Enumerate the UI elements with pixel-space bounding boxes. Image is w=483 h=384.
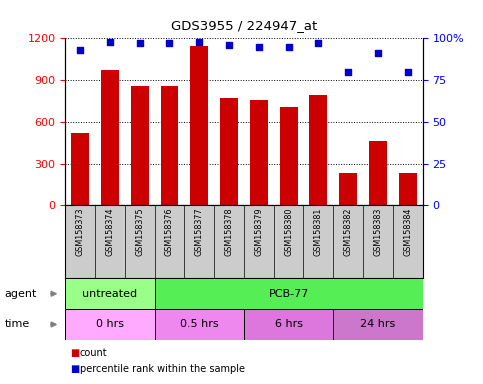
Text: GSM158382: GSM158382 [344, 208, 353, 256]
Point [196, 39, 203, 45]
Point [374, 50, 382, 56]
Bar [155, 278, 423, 309]
Bar [369, 141, 387, 205]
Bar [399, 173, 417, 205]
Bar [160, 86, 178, 205]
Text: GSM158375: GSM158375 [135, 208, 144, 256]
Text: ■: ■ [70, 364, 79, 374]
Bar [65, 309, 155, 340]
Point [136, 40, 143, 46]
Text: 6 hrs: 6 hrs [275, 319, 302, 329]
Bar [155, 309, 244, 340]
Bar [280, 107, 298, 205]
Bar [339, 174, 357, 205]
Point [106, 39, 114, 45]
Text: time: time [5, 319, 30, 329]
Text: GDS3955 / 224947_at: GDS3955 / 224947_at [171, 19, 317, 32]
Point [76, 47, 84, 53]
Text: GSM158383: GSM158383 [373, 208, 383, 256]
Point [225, 42, 233, 48]
Text: GSM158378: GSM158378 [225, 208, 233, 256]
Text: agent: agent [5, 289, 37, 299]
Bar [310, 95, 327, 205]
Point [404, 69, 412, 75]
Text: GSM158373: GSM158373 [76, 208, 85, 256]
Bar [65, 278, 155, 309]
Point [166, 40, 173, 46]
Text: GSM158381: GSM158381 [314, 208, 323, 256]
Text: 0 hrs: 0 hrs [96, 319, 124, 329]
Text: PCB-77: PCB-77 [269, 289, 309, 299]
Text: percentile rank within the sample: percentile rank within the sample [80, 364, 245, 374]
Bar [131, 86, 149, 205]
Bar [244, 309, 333, 340]
Text: ■: ■ [70, 348, 79, 358]
Bar [71, 133, 89, 205]
Bar [220, 98, 238, 205]
Bar [101, 70, 119, 205]
Point [255, 44, 263, 50]
Text: GSM158377: GSM158377 [195, 208, 204, 256]
Text: 24 hrs: 24 hrs [360, 319, 396, 329]
Text: GSM158379: GSM158379 [255, 208, 263, 256]
Text: 0.5 hrs: 0.5 hrs [180, 319, 218, 329]
Point [314, 40, 322, 46]
Text: GSM158374: GSM158374 [105, 208, 114, 256]
Text: untreated: untreated [82, 289, 138, 299]
Text: GSM158376: GSM158376 [165, 208, 174, 256]
Bar [333, 309, 423, 340]
Text: GSM158380: GSM158380 [284, 208, 293, 256]
Point [344, 69, 352, 75]
Point [285, 44, 293, 50]
Bar [190, 46, 208, 205]
Text: count: count [80, 348, 107, 358]
Text: GSM158384: GSM158384 [403, 208, 412, 256]
Bar [250, 99, 268, 205]
